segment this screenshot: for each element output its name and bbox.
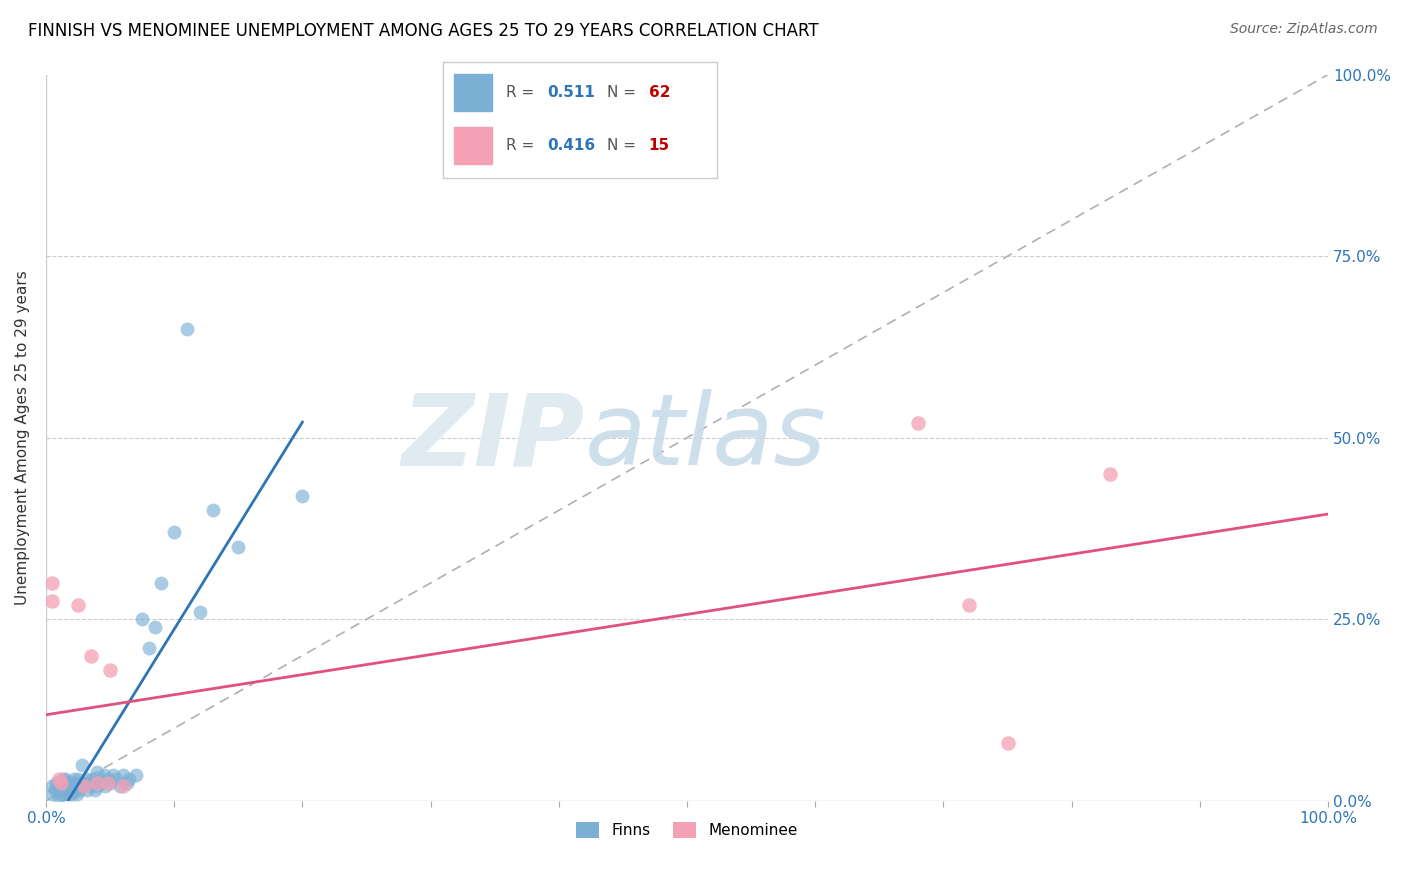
- Point: [45, 775, 67, 789]
- Point: [53, 780, 76, 794]
- Point: [105, 772, 128, 786]
- Point: [48, 790, 70, 805]
- Point: [96, 772, 118, 786]
- Point: [150, 576, 173, 591]
- Point: [201, 503, 224, 517]
- Text: R =: R =: [506, 138, 538, 153]
- Point: [73, 780, 96, 794]
- Point: [41, 576, 63, 591]
- Point: [89, 772, 111, 786]
- Point: [115, 775, 138, 789]
- Point: [111, 768, 134, 782]
- Point: [75, 772, 97, 786]
- Point: [52, 772, 75, 786]
- Point: [53, 772, 76, 786]
- Point: [69, 775, 91, 789]
- Text: R =: R =: [506, 85, 538, 100]
- Point: [82, 772, 104, 786]
- Point: [93, 768, 115, 782]
- Point: [44, 783, 66, 797]
- Point: [51, 780, 73, 794]
- Point: [55, 783, 77, 797]
- Point: [83, 783, 105, 797]
- Legend: Finns, Menominee: Finns, Menominee: [569, 816, 804, 844]
- Point: [63, 772, 86, 786]
- Point: [98, 775, 121, 789]
- Point: [143, 619, 166, 633]
- Point: [51, 787, 73, 801]
- Text: 62: 62: [648, 85, 671, 100]
- Point: [76, 783, 98, 797]
- Point: [70, 757, 93, 772]
- Text: N =: N =: [607, 138, 641, 153]
- Point: [80, 780, 103, 794]
- Point: [291, 489, 314, 503]
- Point: [56, 775, 79, 789]
- Point: [125, 768, 148, 782]
- Point: [118, 772, 141, 786]
- Point: [1099, 467, 1122, 481]
- Point: [997, 736, 1019, 750]
- Text: Source: ZipAtlas.com: Source: ZipAtlas.com: [1230, 22, 1378, 37]
- Point: [188, 605, 211, 619]
- Point: [48, 783, 70, 797]
- Point: [86, 780, 108, 794]
- Point: [62, 780, 84, 794]
- Point: [110, 780, 132, 794]
- Text: FINNISH VS MENOMINEE UNEMPLOYMENT AMONG AGES 25 TO 29 YEARS CORRELATION CHART: FINNISH VS MENOMINEE UNEMPLOYMENT AMONG …: [28, 22, 818, 40]
- Point: [52, 787, 75, 801]
- Point: [41, 594, 63, 608]
- Point: [907, 416, 929, 430]
- Point: [58, 787, 80, 801]
- Text: 0.511: 0.511: [547, 85, 595, 100]
- Point: [86, 775, 108, 789]
- Point: [41, 787, 63, 801]
- Point: [58, 783, 80, 797]
- Point: [101, 768, 124, 782]
- Point: [111, 780, 134, 794]
- Point: [94, 780, 117, 794]
- Text: ZIP: ZIP: [402, 389, 585, 486]
- Point: [59, 780, 82, 794]
- Point: [73, 780, 96, 794]
- Point: [131, 612, 153, 626]
- Point: [63, 783, 86, 797]
- Text: 0.416: 0.416: [547, 138, 595, 153]
- Point: [90, 775, 112, 789]
- Point: [66, 780, 89, 794]
- Point: [138, 641, 160, 656]
- Point: [65, 775, 87, 789]
- Point: [96, 775, 118, 789]
- Point: [66, 787, 89, 801]
- Point: [163, 525, 186, 540]
- Point: [957, 598, 980, 612]
- Point: [66, 598, 89, 612]
- Point: [80, 648, 103, 663]
- Point: [67, 783, 90, 797]
- Point: [86, 764, 108, 779]
- Bar: [454, 74, 492, 112]
- Point: [98, 663, 121, 677]
- Bar: [454, 128, 492, 164]
- Point: [66, 772, 89, 786]
- Text: 15: 15: [648, 138, 669, 153]
- Point: [60, 775, 83, 789]
- Point: [60, 787, 83, 801]
- Point: [41, 780, 63, 794]
- Text: atlas: atlas: [585, 389, 827, 486]
- Point: [226, 540, 249, 554]
- Point: [51, 775, 73, 789]
- Point: [48, 772, 70, 786]
- Point: [77, 775, 100, 789]
- Y-axis label: Unemployment Among Ages 25 to 29 years: Unemployment Among Ages 25 to 29 years: [15, 270, 30, 605]
- Text: N =: N =: [607, 85, 641, 100]
- Point: [82, 775, 104, 789]
- Point: [176, 322, 198, 336]
